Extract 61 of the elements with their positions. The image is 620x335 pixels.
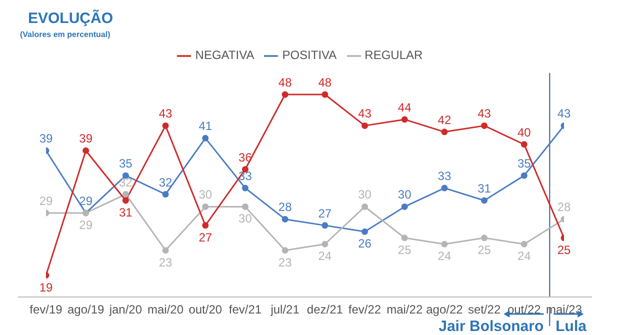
x-tick-label: fev/22: [348, 302, 382, 317]
data-label: 25: [478, 242, 492, 257]
data-label: 29: [79, 218, 93, 232]
data-label: 26: [358, 236, 372, 251]
data-label: 30: [398, 188, 412, 202]
x-tick-label: set/22: [468, 302, 501, 317]
x-tick-label: mai/23: [546, 302, 582, 317]
data-label: 43: [557, 106, 571, 121]
data-label: 32: [158, 175, 173, 190]
data-label: 24: [517, 249, 532, 264]
data-label: 28: [557, 200, 571, 214]
chart-title: EVOLUÇÃO: [28, 10, 114, 27]
chart-subtitle: (Valores em percentual): [20, 30, 110, 39]
x-tick-label: mai/20: [148, 302, 184, 317]
text: Lula: [556, 318, 586, 335]
x-tick-label: dez/21: [306, 302, 344, 317]
legend-label: NEGATIVA: [195, 48, 254, 62]
x-tick-label: ago/19: [67, 302, 105, 317]
data-label: 29: [79, 194, 93, 208]
data-label: 31: [119, 206, 133, 220]
data-label: 35: [119, 156, 133, 171]
data-label: 24: [438, 249, 452, 264]
data-label: 23: [158, 255, 173, 270]
x-tick-label: out/22: [507, 302, 542, 317]
x-tick-label: jan/20: [108, 302, 142, 317]
x-tick-label: ago/22: [426, 302, 464, 317]
x-tick-label: fev/19: [30, 302, 63, 317]
data-label: 43: [158, 106, 173, 121]
data-label: 32: [119, 175, 133, 190]
x-tick-label: fev/21: [228, 302, 262, 317]
data-label: 35: [517, 156, 532, 171]
data-label: 31: [478, 182, 492, 196]
data-label: 42: [438, 112, 452, 127]
legend-label: REGULAR: [364, 48, 423, 62]
data-label: 33: [438, 169, 452, 184]
data-label: 39: [39, 132, 53, 146]
data-label: 30: [238, 212, 252, 226]
data-label: 28: [278, 200, 292, 214]
data-label: 48: [318, 76, 332, 90]
data-label: 48: [278, 76, 292, 90]
data-label: 19: [39, 280, 53, 294]
x-tick-label: mai/22: [386, 302, 423, 317]
data-label: 24: [318, 249, 332, 264]
data-label: 25: [557, 242, 571, 257]
data-label: 25: [398, 242, 412, 257]
data-label: 23: [278, 255, 292, 270]
data-label: 27: [318, 206, 332, 220]
data-label: 44: [398, 100, 412, 114]
text: Jair Bolsonaro: [438, 318, 544, 335]
data-label: 40: [517, 125, 532, 140]
data-label: 43: [478, 106, 492, 121]
data-label: 30: [358, 188, 372, 202]
data-label: 41: [198, 119, 212, 134]
legend-label: POSITIVA: [282, 48, 337, 62]
data-label: 29: [39, 194, 53, 208]
data-label: 27: [198, 230, 212, 244]
data-label: 43: [358, 106, 372, 121]
data-label: 30: [198, 188, 212, 202]
data-label: 39: [79, 132, 93, 146]
x-tick-label: jul/21: [270, 302, 300, 317]
x-tick-label: out/20: [188, 302, 222, 317]
